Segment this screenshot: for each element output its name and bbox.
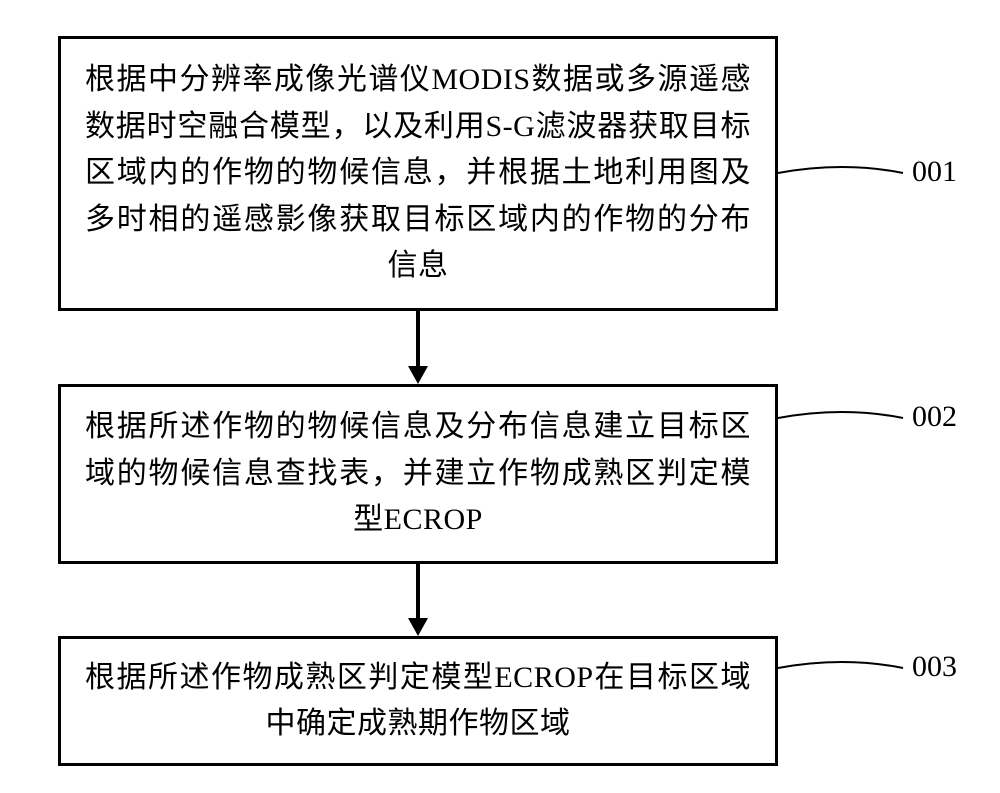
leader-line-1 [778, 158, 908, 188]
arrow-2-head [408, 618, 428, 636]
arrow-2-line [416, 564, 420, 618]
flow-step-3-text: 根据所述作物成熟区判定模型ECROP在目标区域中确定成熟期作物区域 [85, 655, 751, 748]
arrow-1-line [416, 311, 420, 366]
flow-step-2-text: 根据所述作物的物候信息及分布信息建立目标区域的物候信息查找表，并建立作物成熟区判… [85, 404, 751, 544]
flow-step-3: 根据所述作物成熟区判定模型ECROP在目标区域中确定成熟期作物区域 [58, 636, 778, 766]
step-label-1: 001 [912, 155, 957, 189]
flow-step-2: 根据所述作物的物候信息及分布信息建立目标区域的物候信息查找表，并建立作物成熟区判… [58, 384, 778, 564]
flow-step-1-text: 根据中分辨率成像光谱仪MODIS数据或多源遥感数据时空融合模型，以及利用S-G滤… [85, 57, 751, 290]
flowchart-canvas: 根据中分辨率成像光谱仪MODIS数据或多源遥感数据时空融合模型，以及利用S-G滤… [0, 0, 1000, 793]
step-label-2: 002 [912, 400, 957, 434]
arrow-1-head [408, 366, 428, 384]
step-label-3: 003 [912, 650, 957, 684]
leader-line-3 [778, 653, 908, 683]
flow-step-1: 根据中分辨率成像光谱仪MODIS数据或多源遥感数据时空融合模型，以及利用S-G滤… [58, 36, 778, 311]
leader-line-2 [778, 403, 908, 433]
